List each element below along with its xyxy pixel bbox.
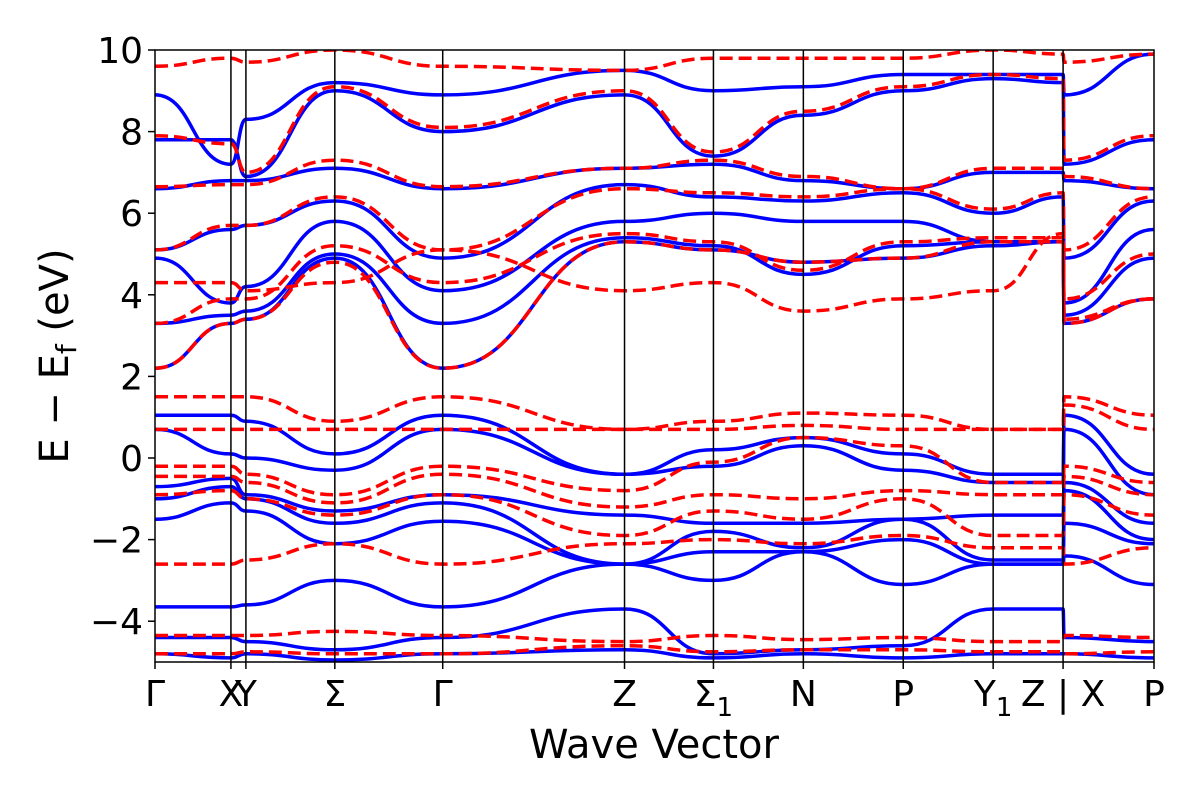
x-tick-label: Γ — [145, 674, 165, 715]
y-axis: −4 −2 0 2 4 6 8 10 — [90, 31, 155, 643]
dashed-band-15 — [155, 643, 1154, 656]
y-tick-label: −2 — [90, 521, 143, 562]
dashed-band-4 — [155, 186, 1154, 252]
x-tick-label: Y1 — [973, 674, 1013, 723]
solid-band-8 — [155, 413, 1154, 477]
model-bands-dashed — [155, 50, 1154, 656]
y-axis-title: E − Ef (eV) — [32, 248, 83, 463]
x-axis: Γ XY Σ Γ Z Σ1 N P Y1 Z | X P — [145, 662, 1165, 723]
solid-band-1 — [155, 240, 1154, 370]
dashed-band-7 — [155, 50, 1154, 73]
x-tick-label: Z — [612, 674, 637, 715]
solid-band-13 — [155, 550, 1154, 609]
y-axis-title-main: E − E — [32, 354, 78, 464]
y-tick-label: 4 — [120, 276, 143, 317]
solid-band-2 — [155, 235, 1154, 326]
plot-frame — [154, 49, 1155, 663]
dashed-band-8 — [155, 395, 1154, 432]
y-axis-title-sub: f — [50, 343, 83, 354]
solid-band-5 — [155, 162, 1154, 191]
dashed-band-9 — [155, 403, 1154, 432]
solid-band-15 — [155, 648, 1154, 662]
y-tick-label: 10 — [97, 31, 143, 72]
dft-bands-solid — [155, 52, 1154, 662]
dashed-band-6 — [155, 72, 1154, 175]
x-tick-label: Y — [234, 674, 258, 715]
x-tick-label: Γ — [433, 674, 453, 715]
solid-band-11 — [155, 484, 1154, 566]
dashed-band-1 — [155, 240, 1154, 370]
x-tick-label: Z | X — [1021, 674, 1105, 715]
dashed-band-5 — [155, 158, 1154, 191]
dashed-band-2 — [155, 231, 1154, 326]
dashed-band-11 — [155, 472, 1154, 509]
dashed-band-10 — [155, 435, 1154, 497]
y-tick-label: −4 — [90, 602, 143, 643]
y-axis-title-unit: (eV) — [32, 248, 78, 344]
y-tick-label: 8 — [120, 113, 143, 154]
x-tick-label: P — [1143, 674, 1165, 715]
x-tick-label: P — [892, 674, 914, 715]
x-tick-label: X — [219, 674, 244, 715]
dashed-band-13 — [155, 533, 1154, 566]
kpoint-separator-lines — [230, 50, 1064, 662]
solid-band-6 — [155, 76, 1154, 179]
y-tick-label: 0 — [120, 439, 143, 480]
dashed-band-12 — [155, 488, 1154, 538]
y-tick-label: 2 — [120, 357, 143, 398]
x-tick-label: Σ — [323, 674, 346, 715]
x-tick-label: Σ1 — [694, 674, 733, 723]
x-axis-title: Wave Vector — [529, 722, 780, 768]
x-tick-label: N — [790, 674, 817, 715]
dashed-band-14 — [155, 629, 1154, 644]
y-tick-label: 6 — [120, 194, 143, 235]
